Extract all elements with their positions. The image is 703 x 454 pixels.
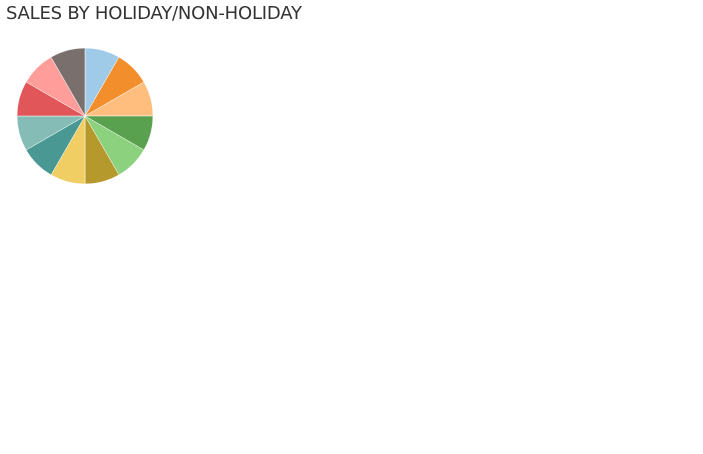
pie-slices-group [16, 47, 154, 185]
pie-slice-12[interactable] [50, 47, 86, 117]
chart-title: SALES BY HOLIDAY/NON-HOLIDAY [6, 3, 302, 24]
